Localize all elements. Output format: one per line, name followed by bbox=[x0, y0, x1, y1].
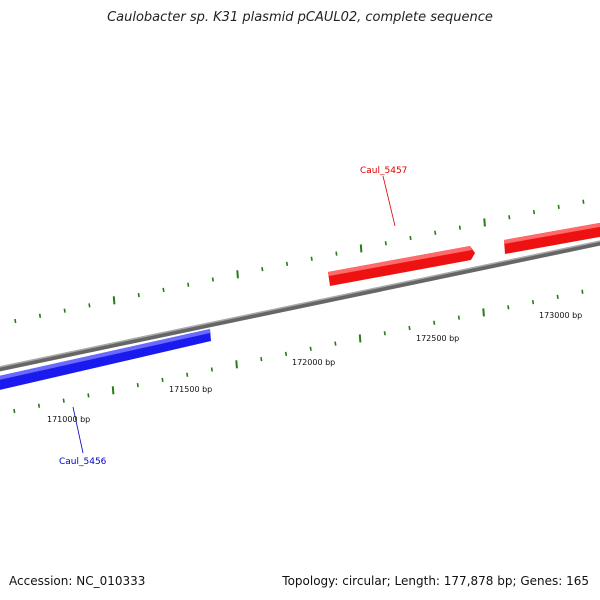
tick-label-173000: 173000 bp bbox=[539, 311, 582, 320]
accession-label: Accession: NC_010333 bbox=[9, 574, 146, 588]
minor-tick bbox=[433, 320, 436, 325]
minor-tick bbox=[62, 398, 65, 403]
major-tick bbox=[482, 308, 485, 317]
minor-tick bbox=[508, 215, 511, 220]
minor-tick bbox=[383, 331, 386, 336]
minor-tick bbox=[335, 251, 338, 256]
minor-tick bbox=[334, 341, 337, 346]
minor-tick bbox=[136, 382, 139, 388]
gene-label-caul-5456: Caul_5456 bbox=[59, 457, 107, 467]
minor-tick bbox=[14, 318, 17, 324]
gene-caul-5457[interactable] bbox=[328, 246, 475, 286]
minor-tick bbox=[186, 372, 189, 377]
leader-caul-5457 bbox=[382, 175, 396, 227]
minor-tick bbox=[37, 403, 41, 408]
tick-label-172500: 172500 bp bbox=[416, 334, 459, 343]
minor-tick bbox=[161, 377, 164, 383]
gene-label-caul-5457: Caul_5457 bbox=[360, 166, 407, 176]
major-tick bbox=[483, 218, 486, 227]
major-tick bbox=[358, 334, 362, 343]
minor-tick bbox=[531, 299, 535, 305]
minor-tick bbox=[409, 235, 412, 241]
major-tick bbox=[111, 386, 115, 395]
minor-tick bbox=[87, 393, 90, 398]
tick-label-171000: 171000 bp bbox=[47, 415, 90, 424]
minor-tick bbox=[187, 282, 190, 287]
minor-tick bbox=[556, 294, 559, 300]
sequence-backbone bbox=[0, 240, 600, 372]
minor-tick bbox=[458, 225, 461, 230]
major-tick bbox=[359, 244, 363, 253]
minor-tick bbox=[88, 303, 91, 308]
topology-label: Topology: circular; Length: 177,878 bp; … bbox=[282, 574, 589, 588]
minor-tick bbox=[137, 292, 140, 298]
gene-forward-partial[interactable] bbox=[504, 222, 600, 254]
minor-tick bbox=[507, 305, 510, 310]
inner-tick-row bbox=[13, 289, 584, 414]
minor-tick bbox=[210, 367, 213, 372]
minor-tick bbox=[434, 230, 437, 235]
major-tick bbox=[235, 360, 238, 369]
minor-tick bbox=[13, 408, 16, 414]
minor-tick bbox=[63, 308, 66, 313]
minor-tick bbox=[285, 261, 289, 267]
map-title: Caulobacter sp. K31 plasmid pCAUL02, com… bbox=[107, 10, 493, 25]
outer-tick-row bbox=[14, 199, 585, 324]
minor-tick bbox=[284, 351, 288, 357]
minor-tick bbox=[211, 277, 214, 282]
leader-caul-5456 bbox=[72, 406, 84, 454]
minor-tick bbox=[310, 256, 313, 261]
minor-tick bbox=[162, 287, 165, 293]
minor-tick bbox=[38, 313, 42, 318]
minor-tick bbox=[260, 356, 263, 362]
minor-tick bbox=[457, 315, 460, 320]
major-tick bbox=[236, 270, 239, 279]
minor-tick bbox=[532, 209, 536, 215]
tick-label-171500: 171500 bp bbox=[169, 385, 212, 394]
minor-tick bbox=[261, 266, 264, 272]
minor-tick bbox=[582, 199, 585, 204]
major-tick bbox=[112, 296, 116, 305]
gene-caul-5456[interactable] bbox=[0, 329, 211, 392]
minor-tick bbox=[309, 346, 312, 351]
minor-tick bbox=[408, 325, 411, 331]
minor-tick bbox=[384, 241, 387, 246]
minor-tick bbox=[557, 204, 560, 210]
minor-tick bbox=[581, 289, 584, 294]
tick-label-172000: 172000 bp bbox=[292, 358, 335, 367]
